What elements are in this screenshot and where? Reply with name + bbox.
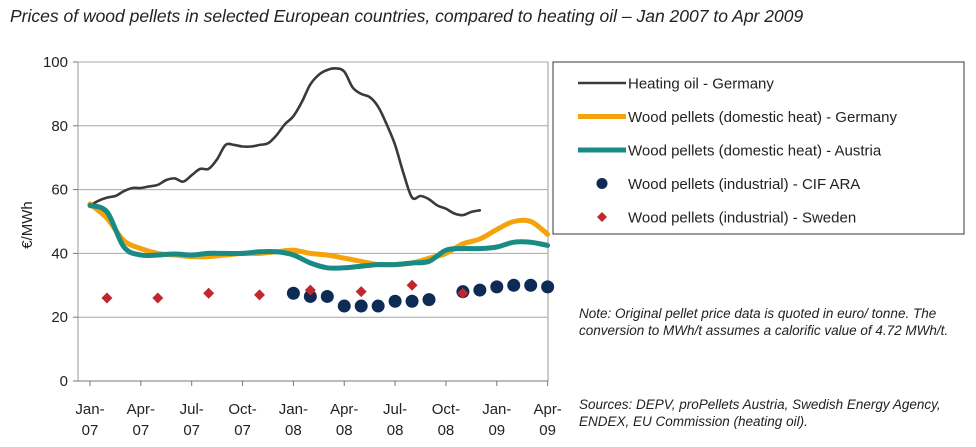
x-tick-label: Apr-: [330, 401, 358, 418]
y-tick-label: 80: [51, 118, 68, 135]
point-sweden: [406, 279, 418, 291]
x-tick-label: 09: [488, 422, 505, 439]
series-line-wood-pellets-domestic-heat-austria: [87, 203, 551, 271]
series-markers: [101, 278, 555, 313]
grid-lines: [78, 61, 548, 318]
x-tick-label: 08: [387, 422, 404, 439]
point-cif-ara: [405, 294, 419, 308]
legend-label: Wood pellets (domestic heat) - Germany: [628, 109, 897, 126]
x-tick-label: 08: [336, 422, 353, 439]
point-sweden: [101, 292, 113, 304]
point-cif-ara: [490, 280, 504, 294]
legend-swatch: [597, 212, 607, 222]
x-tick-label: 08: [438, 422, 455, 439]
point-cif-ara: [473, 283, 487, 297]
x-tick-label: 09: [539, 422, 556, 439]
point-sweden: [152, 292, 164, 304]
plot-area: [77, 61, 549, 382]
point-sweden: [304, 284, 316, 296]
x-tick-label: 07: [133, 422, 150, 439]
point-sweden: [355, 286, 367, 298]
y-tick-label: 40: [51, 245, 68, 262]
point-cif-ara: [320, 289, 334, 303]
y-tick-label: 60: [51, 182, 68, 199]
y-axis: 0 20 40 60 80 100: [43, 54, 78, 390]
x-tick-label: Jul-: [383, 401, 407, 418]
point-cif-ara: [337, 299, 351, 313]
series-line-heating-oil-germany: [88, 67, 482, 217]
y-tick-label: 0: [60, 373, 68, 390]
y-tick-label: 100: [43, 54, 68, 71]
point-cif-ara: [524, 278, 538, 292]
point-sweden: [203, 287, 215, 299]
x-tick-label: Apr-: [127, 401, 155, 418]
x-tick-label: Jul-: [180, 401, 204, 418]
series-lines: [87, 67, 551, 271]
point-cif-ara: [303, 289, 317, 303]
point-cif-ara: [541, 280, 555, 294]
legend-label: Wood pellets (industrial) - CIF ARA: [628, 176, 860, 193]
chart-title: Prices of wood pellets in selected Europ…: [10, 6, 804, 26]
x-tick-label: 07: [82, 422, 99, 439]
legend: Heating oil - Germany Wood pellets (domes…: [552, 61, 965, 235]
point-cif-ara: [422, 293, 436, 307]
y-axis-label: €/MWh: [19, 201, 36, 249]
point-cif-ara: [507, 278, 521, 292]
y-tick-label: 20: [51, 309, 68, 326]
point-cif-ara: [286, 286, 300, 300]
x-tick-label: Oct-: [432, 401, 460, 418]
legend-label: Heating oil - Germany: [628, 76, 774, 93]
x-tick-label: Jan-: [75, 401, 104, 418]
x-axis: Jan- 07 Apr- 07 Jul- 07 Oct- 07 Jan- 08 Apr- 08 Jul-…: [75, 380, 562, 439]
legend-label: Wood pellets (industrial) - Sweden: [628, 210, 856, 227]
point-cif-ara: [388, 294, 402, 308]
legend-label: Wood pellets (domestic heat) - Austria: [628, 143, 882, 160]
x-tick-label: Oct-: [228, 401, 256, 418]
legend-swatch: [596, 178, 608, 189]
point-sweden: [254, 289, 265, 301]
plot-frame: [77, 61, 549, 382]
x-tick-label: 07: [234, 422, 251, 439]
point-cif-ara: [371, 299, 385, 313]
footnote-sources: Sources: DEPV, proPellets Austria, Swedi…: [579, 397, 941, 429]
point-sweden: [457, 287, 469, 299]
x-tick-label: Apr-: [533, 401, 561, 418]
x-tick-label: Jan-: [279, 401, 308, 418]
x-tick-label: 08: [285, 422, 302, 439]
x-tick-label: Jan-: [482, 401, 511, 418]
footnote-note: Note: Original pellet price data is quot…: [579, 306, 949, 338]
x-tick-label: 07: [183, 422, 200, 439]
point-cif-ara: [354, 299, 368, 313]
